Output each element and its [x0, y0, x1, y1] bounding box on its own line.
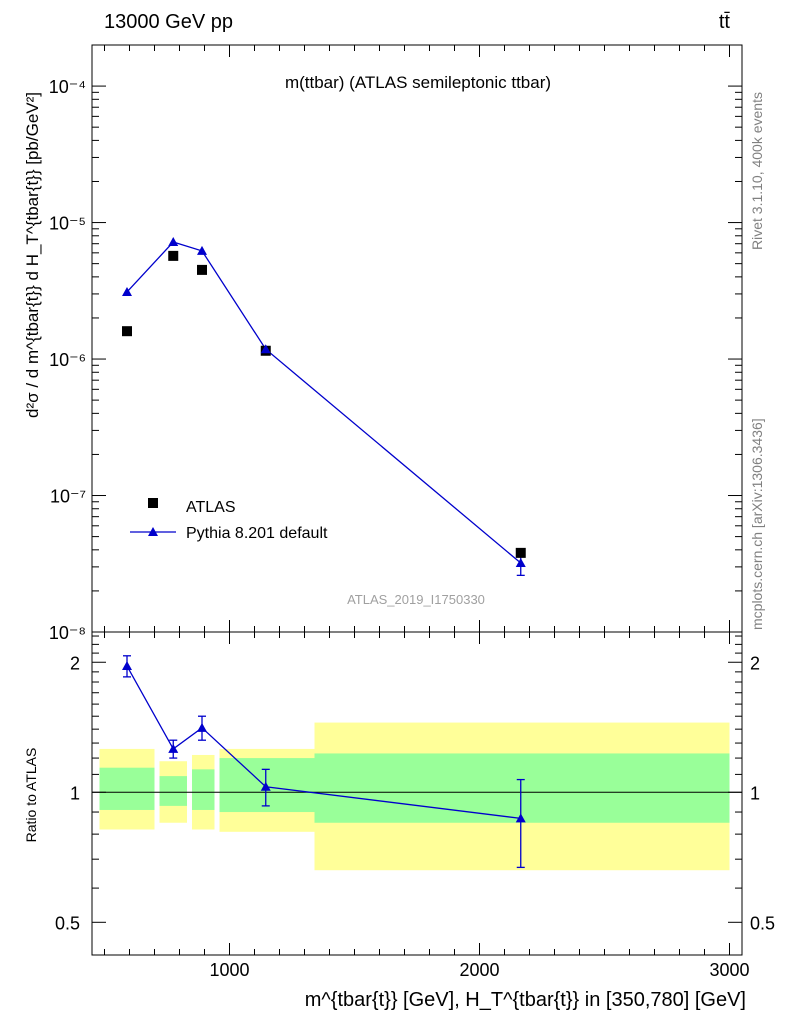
y-tick-label: 10⁻⁵ [49, 214, 86, 234]
legend-marker-pythia [148, 527, 158, 536]
ratio-point-pythia [515, 813, 526, 823]
plot-title: m(ttbar) (ATLAS semileptonic ttbar) [285, 73, 551, 92]
ratio-point-pythia [260, 781, 271, 791]
ratio-y-tick-label-right: 2 [750, 653, 760, 673]
data-point-atlas [197, 264, 207, 275]
legend: ATLAS Pythia 8.201 default [130, 498, 328, 542]
mcplots-label: mcplots.cern.ch [arXiv:1306.3436] [749, 418, 765, 630]
ratio-point-pythia [168, 743, 179, 753]
data-point-atlas [168, 250, 179, 261]
ratio-point-pythia [197, 722, 207, 732]
analysis-watermark: ATLAS_2019_I1750330 [347, 592, 485, 607]
ratio-plot: Ratio to ATLAS m^{tbar{t}} [GeV], H_T^{t… [23, 631, 775, 1011]
ratio-y-tick-label-left: 1 [70, 783, 80, 803]
y-tick-label: 10⁻⁸ [49, 623, 86, 643]
x-tick-label: 2000 [459, 960, 499, 980]
uncertainty-band-inner [159, 776, 187, 806]
y-tick-label: 10⁻⁶ [49, 350, 86, 370]
ratio-y-tick-label-right: 0.5 [750, 913, 775, 933]
ratio-y-tick-label-left: 0.5 [55, 913, 80, 933]
ratio-y-axis-label: Ratio to ATLAS [23, 748, 39, 843]
ratio-point-pythia [122, 661, 132, 671]
y-tick-label: 10⁻⁴ [49, 77, 86, 97]
uncertainty-band-inner [192, 769, 215, 810]
main-plot: m(ttbar) (ATLAS semileptonic ttbar) ATLA… [23, 44, 743, 643]
legend-label-atlas: ATLAS [186, 499, 236, 516]
uncertainty-band-inner [314, 753, 730, 823]
uncertainty-band-inner [99, 767, 155, 810]
ratio-y-tick-label-left: 2 [70, 653, 80, 673]
beam-label: 13000 GeV pp [104, 11, 233, 33]
data-point-pythia [260, 344, 271, 354]
x-tick-label: 3000 [709, 960, 749, 980]
data-point-atlas [515, 547, 526, 558]
ratio-plot-frame [91, 631, 743, 956]
data-point-pythia [197, 245, 207, 255]
rivet-version-label: Rivet 3.1.10, 400k events [749, 92, 765, 250]
y-tick-label: 10⁻⁷ [50, 487, 86, 507]
x-axis-label: m^{tbar{t}} [GeV], H_T^{tbar{t}} in [350… [305, 989, 746, 1011]
data-point-atlas [122, 326, 132, 337]
ratio-y-tick-label-right: 1 [750, 783, 760, 803]
process-label: tt̄ [719, 11, 731, 33]
legend-label-pythia: Pythia 8.201 default [186, 525, 328, 542]
main-y-axis-label: d²σ / d m^{tbar{t}} d H_T^{tbar{t}} [pb/… [23, 92, 42, 418]
data-point-pythia [122, 286, 132, 296]
legend-marker-atlas [148, 498, 158, 508]
x-tick-label: 1000 [209, 960, 249, 980]
data-point-pythia [168, 237, 179, 247]
main-plot-frame [91, 44, 743, 633]
data-point-pythia [515, 558, 526, 568]
